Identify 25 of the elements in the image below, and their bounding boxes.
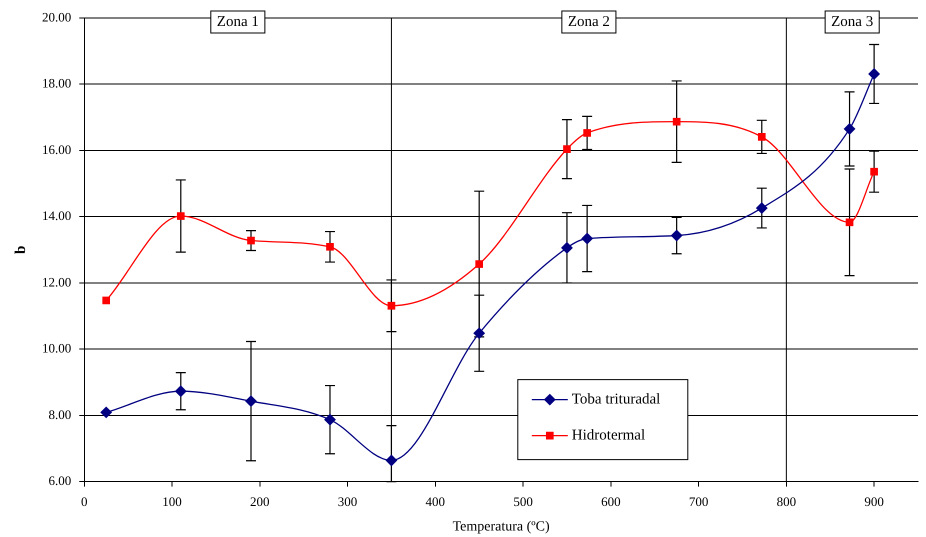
y-tick-label: 12.00 xyxy=(42,274,72,290)
legend-label: Toba trituradal xyxy=(572,392,660,408)
x-tick-label: 0 xyxy=(81,494,88,509)
x-axis-title: Temperatura (ºC) xyxy=(452,519,550,534)
y-tick-label: 14.00 xyxy=(42,208,72,224)
x-tick-label: 900 xyxy=(864,494,884,509)
x-tick-label: 600 xyxy=(601,494,621,509)
x-tick-label: 300 xyxy=(338,494,358,509)
y-tick-label: 6.00 xyxy=(48,473,72,488)
y-tick-label: 16.00 xyxy=(42,142,72,157)
x-tick-label: 500 xyxy=(513,494,533,509)
y-tick-label: 20.00 xyxy=(42,9,72,24)
x-tick-label: 200 xyxy=(250,494,270,509)
legend-label: Hidrotermal xyxy=(572,428,646,444)
y-tick-label: 10.00 xyxy=(42,340,72,356)
y-axis-title: b xyxy=(12,246,29,254)
x-tick-label: 800 xyxy=(776,494,796,509)
x-tick-label: 700 xyxy=(688,494,708,509)
annotation: Zona 3 xyxy=(831,14,874,30)
x-tick-label: 400 xyxy=(426,494,446,509)
x-tick-label: 100 xyxy=(162,494,182,509)
y-tick-label: 18.00 xyxy=(42,76,72,91)
annotation: Zona 2 xyxy=(568,14,610,30)
annotation: Zona 1 xyxy=(216,14,259,30)
y-tick-label: 8.00 xyxy=(48,406,72,422)
